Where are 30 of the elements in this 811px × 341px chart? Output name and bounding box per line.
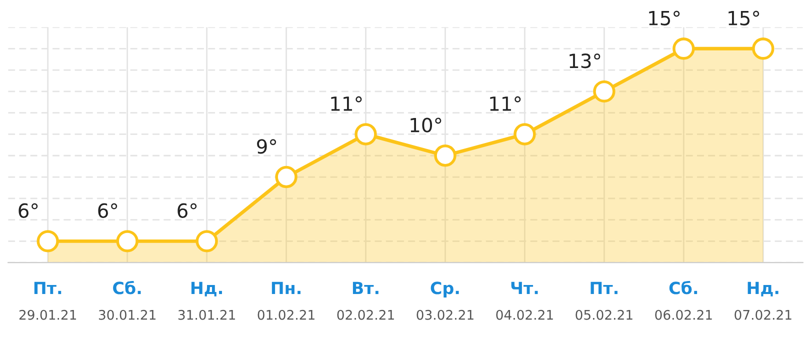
point <box>354 123 377 146</box>
point <box>434 144 456 167</box>
x-tick-label: Пт. 29.01.21 <box>19 282 76 320</box>
data-label: 10° <box>410 118 442 132</box>
x-tick-label: Нд. 31.01.21 <box>178 282 235 320</box>
point <box>514 123 536 146</box>
data-label: 13° <box>570 54 600 68</box>
data-label: 6° <box>98 203 118 218</box>
x-tick-label: Чт. 04.02.21 <box>496 282 553 320</box>
data-label: 9° <box>257 139 276 154</box>
data-label: 6° <box>18 203 38 218</box>
x-tick-label: Пн. 01.02.21 <box>258 282 314 320</box>
x-tick-label: Пт. 05.02.21 <box>576 282 632 320</box>
point <box>275 166 298 188</box>
data-label: 15° <box>649 10 680 26</box>
x-tick-label: Ср. 03.02.21 <box>416 282 474 320</box>
point <box>196 230 218 252</box>
data-label: 11° <box>331 96 362 111</box>
point <box>36 230 59 252</box>
x-tick-label: Сб. 30.01.21 <box>98 280 156 320</box>
point <box>752 38 774 60</box>
x-tick-label: Вт. 02.02.21 <box>337 282 394 320</box>
x-tick-label: Нд. 07.02.21 <box>734 282 792 320</box>
data-label: 11° <box>490 96 521 111</box>
point <box>593 80 616 103</box>
data-label: 15° <box>728 10 760 26</box>
point <box>116 230 138 252</box>
x-tick-label: Сб. 06.02.21 <box>655 280 712 320</box>
data-label: 6° <box>178 203 197 218</box>
point <box>672 38 695 60</box>
